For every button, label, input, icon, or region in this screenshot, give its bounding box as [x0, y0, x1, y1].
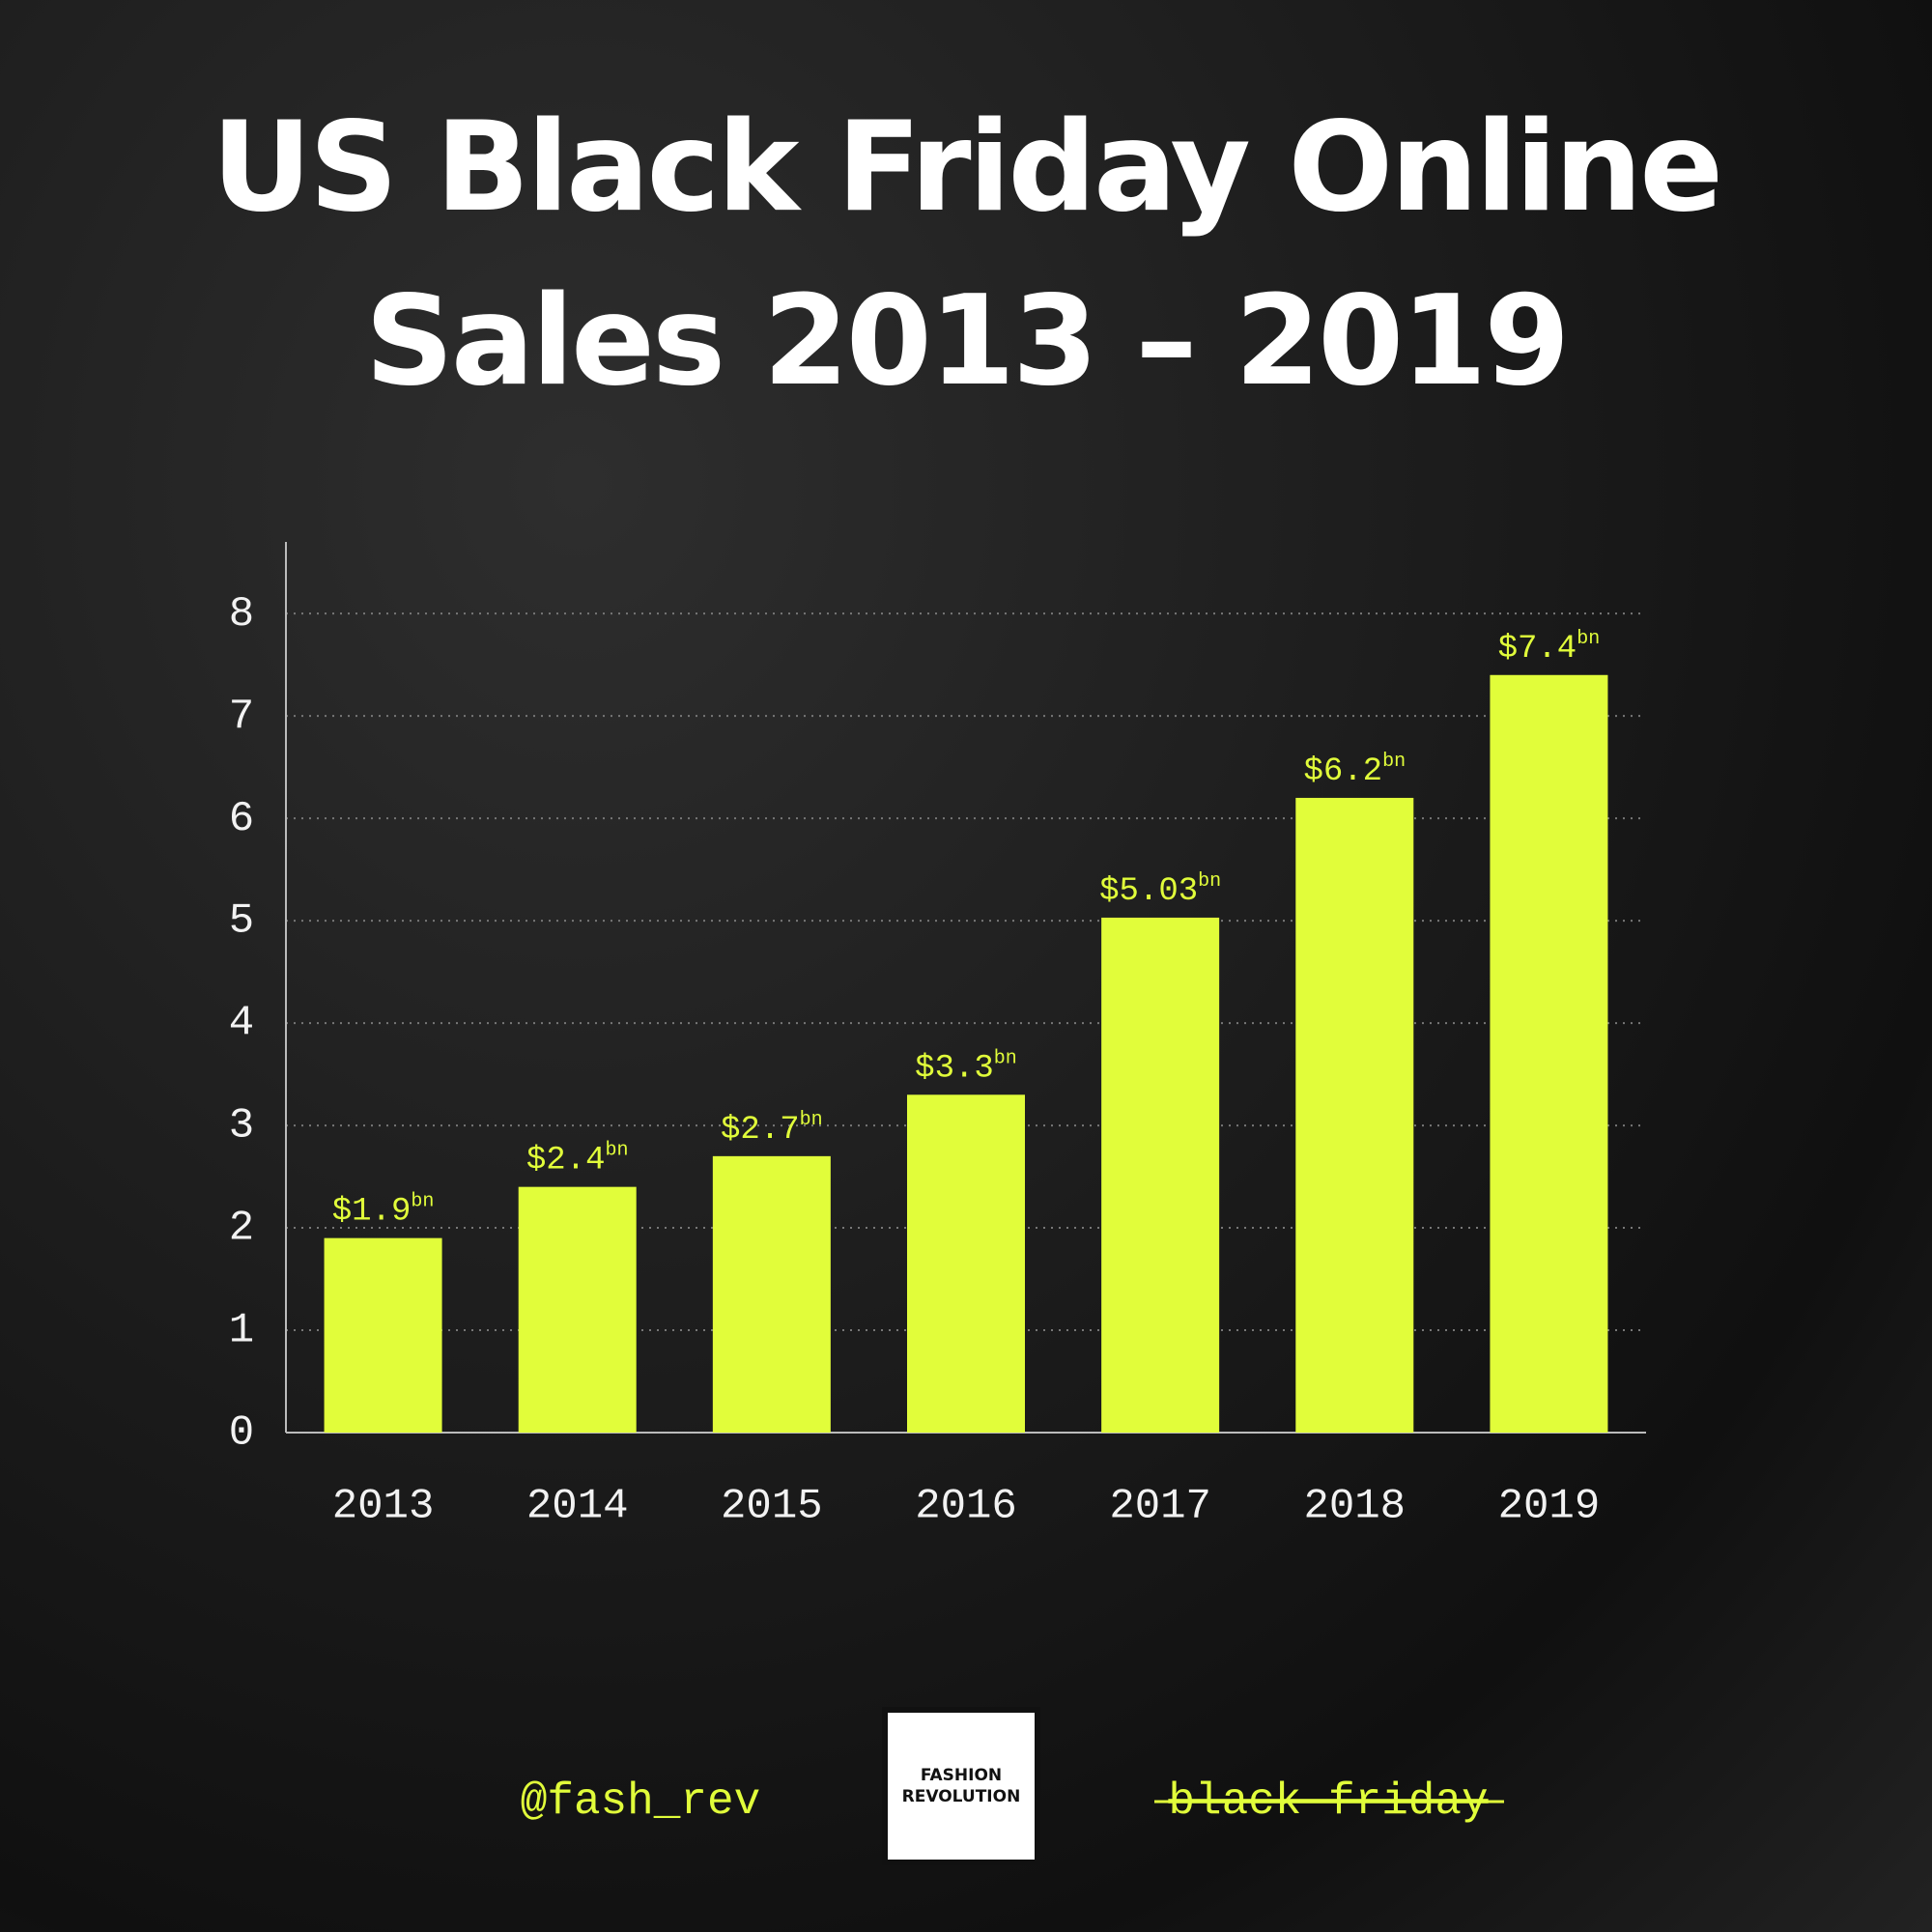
- x-tick-label: 2018: [1303, 1483, 1406, 1531]
- y-tick-label: 8: [229, 590, 254, 639]
- y-tick-label: 5: [229, 897, 254, 946]
- value-label: $7.4bn: [1498, 628, 1601, 668]
- y-tick-label: 7: [229, 693, 254, 741]
- x-tick-label: 2014: [526, 1483, 629, 1531]
- x-tick-label: 2017: [1109, 1483, 1211, 1531]
- bar: [1490, 674, 1608, 1433]
- value-label-unit: bn: [606, 1140, 629, 1162]
- value-label-unit: bn: [411, 1191, 434, 1213]
- handle: @fash_rev: [521, 1776, 760, 1827]
- value-label-number: $7.4: [1498, 631, 1577, 668]
- value-label-number: $5.03: [1099, 873, 1198, 910]
- bar: [1101, 917, 1220, 1433]
- x-tick-label: 2016: [915, 1483, 1017, 1531]
- bar: [324, 1237, 442, 1433]
- y-tick-label: 2: [229, 1205, 254, 1253]
- value-label: $5.03bn: [1099, 870, 1221, 910]
- value-label-unit: bn: [1382, 751, 1406, 773]
- value-label: $2.4bn: [526, 1140, 629, 1179]
- bar: [518, 1186, 637, 1433]
- bar: [907, 1094, 1025, 1433]
- x-tick-label: 2019: [1498, 1483, 1601, 1531]
- logo-box: [882, 1707, 1040, 1865]
- value-label-number: $3.3: [915, 1050, 994, 1087]
- bar: [712, 1155, 831, 1433]
- x-tick-label: 2015: [721, 1483, 823, 1531]
- value-label-unit: bn: [800, 1109, 823, 1131]
- logo-text: REVOLUTION: [902, 1787, 1021, 1806]
- y-tick-label: 4: [229, 1000, 254, 1048]
- value-label-number: $2.4: [526, 1143, 606, 1179]
- value-label: $3.3bn: [915, 1048, 1017, 1088]
- value-label-unit: bn: [1198, 870, 1221, 893]
- value-label-number: $6.2: [1303, 753, 1382, 790]
- y-tick-label: 0: [229, 1409, 254, 1458]
- value-label: $1.9bn: [332, 1191, 435, 1231]
- x-tick-label: 2013: [332, 1483, 435, 1531]
- chart-title: Sales 2013 – 2019: [365, 270, 1568, 413]
- y-tick-label: 3: [229, 1102, 254, 1151]
- chart-title: US Black Friday Online: [212, 96, 1720, 240]
- value-label-unit: bn: [1577, 628, 1600, 650]
- y-tick-label: 6: [229, 795, 254, 843]
- value-label-number: $2.7: [721, 1112, 800, 1149]
- logo-text: FASHION: [921, 1766, 1002, 1785]
- value-label-unit: bn: [994, 1048, 1017, 1070]
- value-label-number: $1.9: [332, 1194, 412, 1231]
- value-label: $2.7bn: [721, 1109, 823, 1149]
- y-tick-label: 1: [229, 1307, 254, 1355]
- bar: [1295, 797, 1414, 1433]
- value-label: $6.2bn: [1303, 751, 1406, 790]
